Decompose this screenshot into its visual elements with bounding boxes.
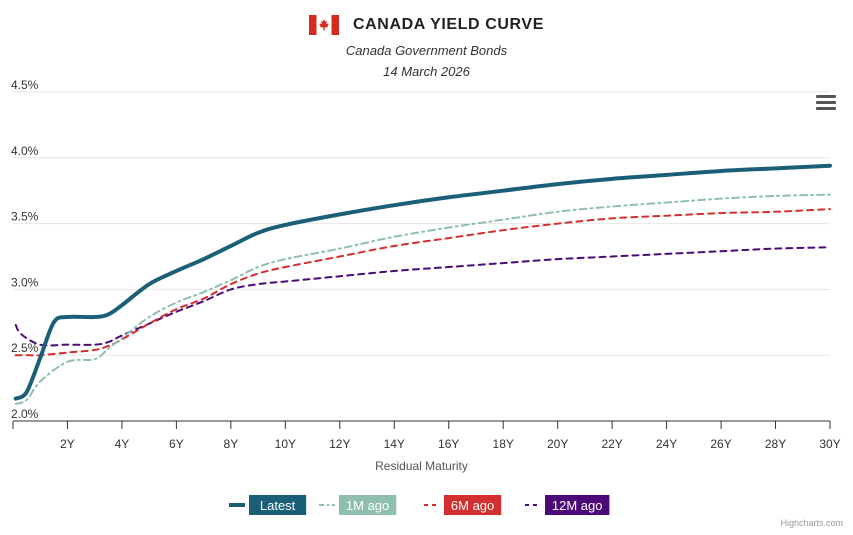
chart-header: CANADA YIELD CURVE Canada Government Bon…	[0, 10, 853, 79]
x-tick-label: 16Y	[438, 437, 459, 451]
y-tick-label: 2.5%	[11, 341, 39, 355]
chart-title: CANADA YIELD CURVE	[353, 16, 544, 33]
y-tick-label: 4.0%	[11, 144, 39, 158]
legend-item-latest[interactable]: Latest	[229, 495, 307, 515]
series-line-m1	[14, 193, 831, 405]
legend-box-latest	[249, 495, 307, 515]
legend-label-m6: 6M ago	[451, 498, 494, 513]
x-tick-label: 28Y	[765, 437, 786, 451]
x-tick-label: 30Y	[819, 437, 840, 451]
legend-box-m6	[444, 495, 502, 515]
title-row: CANADA YIELD CURVE	[0, 10, 853, 40]
y-tick-label: 3.0%	[11, 275, 39, 289]
legend-box-m1	[339, 495, 397, 515]
x-tick-label: 4Y	[115, 437, 130, 451]
x-tick-label: 14Y	[384, 437, 405, 451]
x-tick-label: 20Y	[547, 437, 568, 451]
y-tick-label: 4.5%	[11, 78, 39, 92]
x-tick-label: 12Y	[329, 437, 350, 451]
y-tick-label: 2.0%	[11, 407, 39, 421]
x-tick-label: 24Y	[656, 437, 677, 451]
legend-label-latest: Latest	[260, 498, 296, 513]
x-tick-label: 26Y	[710, 437, 731, 451]
series-line-m12	[14, 246, 831, 347]
series-line-latest	[13, 163, 832, 401]
chart-date: 14 March 2026	[383, 64, 470, 79]
legend-label-m1: 1M ago	[346, 498, 389, 513]
x-tick-label: 2Y	[60, 437, 75, 451]
chart-subtitle: Canada Government Bonds	[345, 43, 508, 58]
x-tick-label: 6Y	[169, 437, 184, 451]
legend-box-m12	[545, 495, 610, 515]
x-tick-label: 18Y	[493, 437, 514, 451]
hamburger-menu-icon[interactable]	[814, 95, 838, 113]
x-tick-label: 22Y	[601, 437, 622, 451]
legend-label-m12: 12M ago	[552, 498, 603, 513]
x-tick-label: 8Y	[224, 437, 239, 451]
x-axis-title: Residual Maturity	[375, 459, 468, 473]
credits-link[interactable]: Highcharts.com	[780, 518, 843, 528]
x-tick-label: 10Y	[275, 437, 296, 451]
y-tick-label: 3.5%	[11, 210, 39, 224]
canada-flag-icon	[309, 15, 339, 35]
series-line-m6	[14, 208, 831, 357]
legend-item-m1[interactable]: 1M ago	[319, 495, 397, 515]
legend-item-m12[interactable]: 12M ago	[525, 495, 610, 515]
legend-item-m6[interactable]: 6M ago	[424, 495, 502, 515]
